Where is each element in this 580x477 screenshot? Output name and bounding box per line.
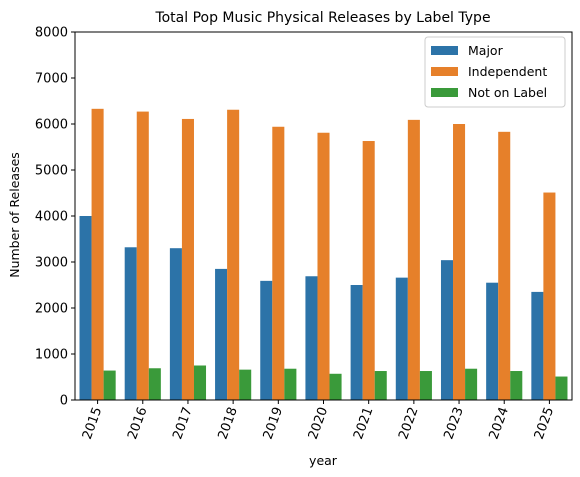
x-tick-label: 2021 [351,405,376,441]
bar-not-on-label-2024 [510,371,523,400]
bar-not-on-label-2023 [465,368,478,400]
bar-independent-2021 [362,141,375,400]
y-tick-label: 5000 [35,164,68,179]
legend-frame [424,36,566,108]
y-axis-label: Number of Releases [7,152,22,278]
x-tick-label: 2024 [487,405,512,441]
bar-not-on-label-2025 [555,376,568,400]
bar-major-2016 [124,247,137,400]
bar-major-2021 [350,285,363,400]
legend-swatch-not-on-label [431,88,458,97]
bar-not-on-label-2017 [193,365,207,400]
bar-independent-2022 [407,119,420,401]
bar-not-on-label-2020 [329,373,342,400]
legend: Major Independent Not on Label [424,36,566,108]
y-tick-label: 1000 [35,348,68,363]
x-tick-label: 2023 [441,405,466,441]
bar-major-2023 [440,260,454,400]
legend-label: Not on Label [468,85,547,100]
bar-not-on-label-2018 [239,369,252,400]
bar-major-2015 [79,216,92,400]
x-tick-label: 2017 [170,405,195,441]
y-tick-label: 4000 [35,210,68,225]
bar-independent-2023 [453,124,466,400]
y-tick-label: 3000 [35,256,68,271]
legend-swatch-independent [431,67,458,76]
bar-independent-2025 [543,192,556,400]
bar-major-2017 [169,248,182,400]
x-tick-label: 2015 [80,405,105,441]
y-tick-label: 6000 [35,118,68,133]
bar-independent-2019 [272,126,285,400]
x-tick-label: 2022 [396,405,421,441]
y-tick-label: 7000 [35,72,68,87]
bar-not-on-label-2015 [103,370,116,400]
bar-independent-2015 [91,108,104,400]
chart-title: Total Pop Music Physical Releases by Lab… [154,10,490,26]
plot-frame [74,31,573,401]
x-tick-label: 2020 [306,405,331,441]
bar-not-on-label-2022 [419,371,432,400]
bar-not-on-label-2016 [148,368,161,400]
bar-major-2020 [305,276,318,400]
bar-major-2018 [215,268,228,400]
legend-label: Major [468,43,504,58]
bar-independent-2018 [227,109,240,401]
legend-swatch-major [431,46,458,55]
bar-not-on-label-2021 [374,371,387,400]
bars-layer [79,108,568,401]
bar-major-2025 [531,291,544,400]
bar-major-2019 [260,280,273,400]
bar-not-on-label-2019 [284,368,297,400]
bar-independent-2020 [317,132,330,401]
x-tick-label: 2019 [261,405,286,441]
bar-major-2024 [486,282,499,400]
x-tick-label: 2025 [532,405,557,441]
bar-major-2022 [395,277,408,400]
legend-label: Independent [468,64,547,79]
y-tick-label: 8000 [35,26,68,41]
x-tick-label: 2016 [125,405,150,441]
y-tick-label: 0 [60,394,68,409]
bar-independent-2016 [136,111,149,400]
x-axis-label: year [309,453,338,468]
bar-independent-2024 [498,131,511,400]
y-tick-label: 2000 [35,302,68,317]
bar-independent-2017 [181,118,194,400]
x-tick-label: 2018 [215,405,240,441]
